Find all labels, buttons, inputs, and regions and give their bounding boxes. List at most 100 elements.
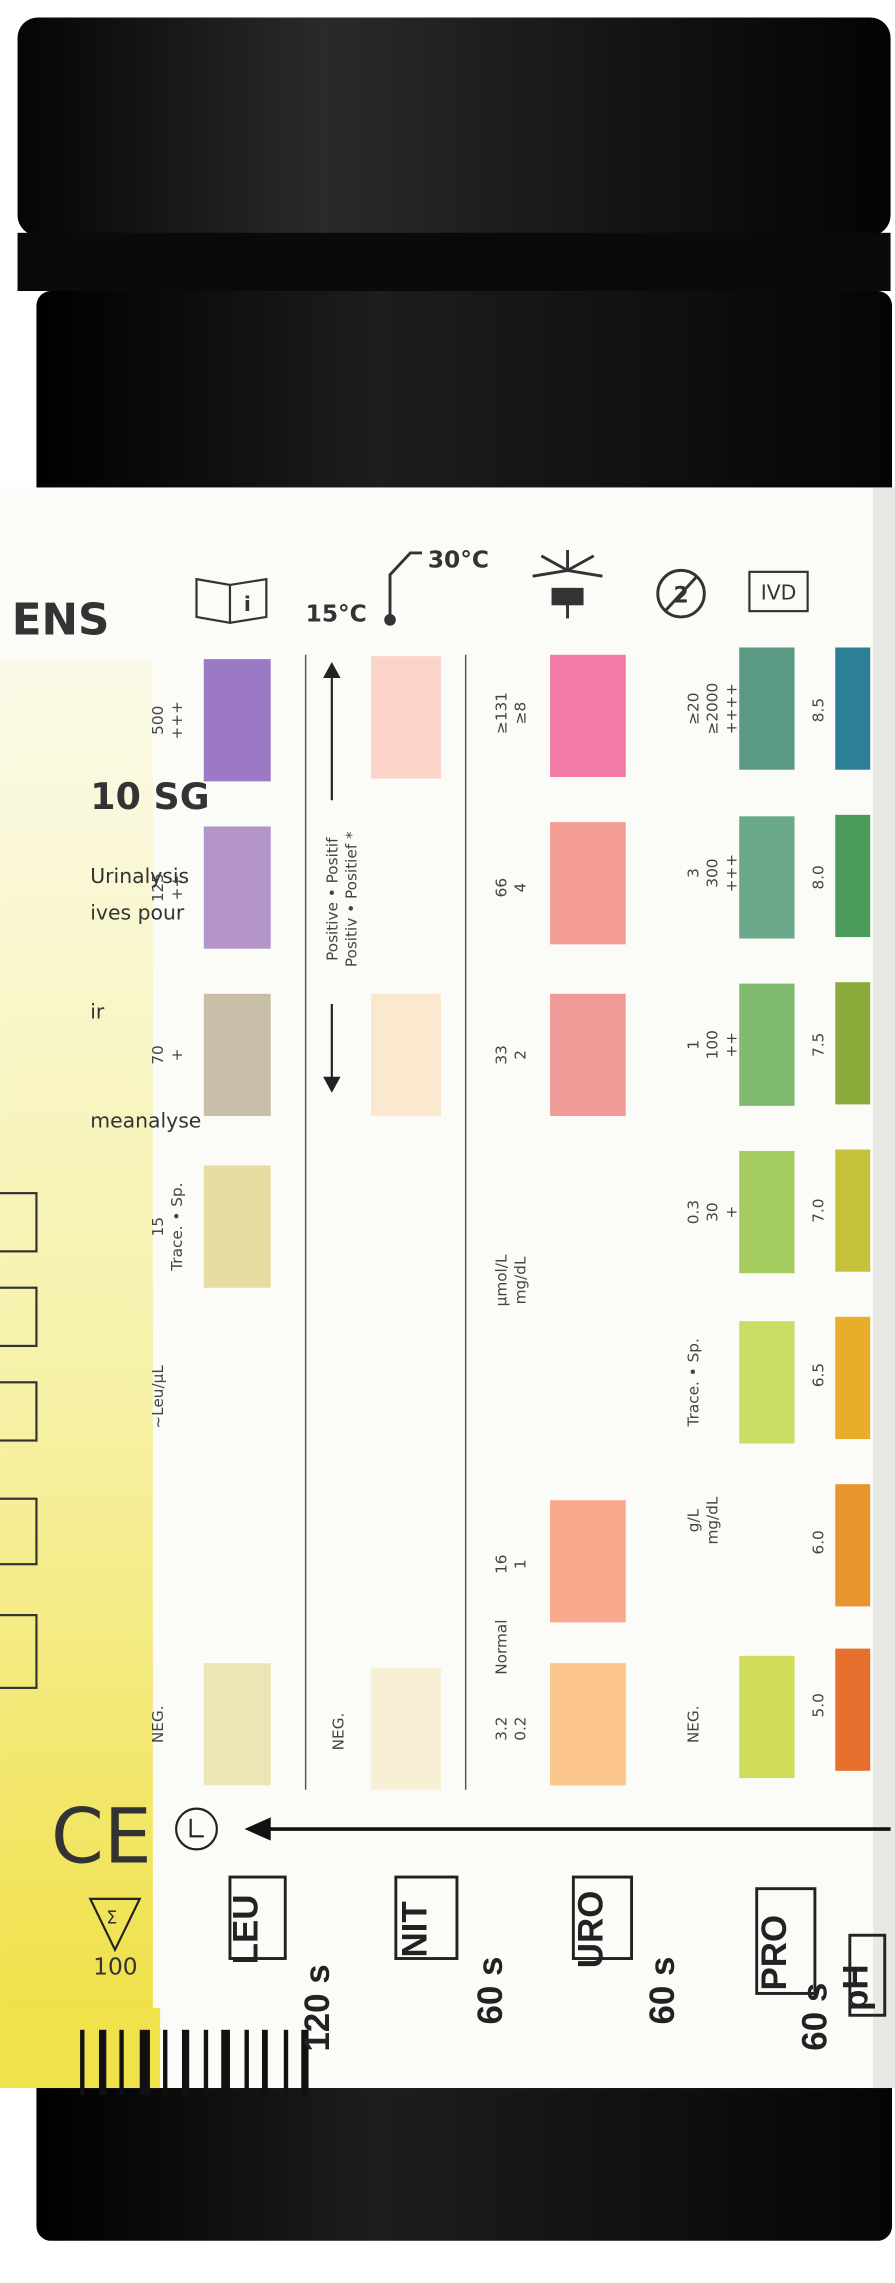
ce-mark: CE — [51, 1792, 152, 1880]
level-label: + — [168, 1049, 186, 1062]
color-pad — [371, 993, 441, 1117]
bar — [261, 2029, 268, 2096]
test-box — [228, 1875, 287, 1960]
book-icon — [195, 577, 268, 625]
sigma: Σ — [106, 1909, 117, 1929]
level-label: +++ — [722, 854, 740, 892]
level-label: 15 — [149, 1217, 167, 1236]
level-label: 5.0 — [810, 1693, 828, 1717]
test-time: 60 s — [643, 1957, 682, 2025]
ivd-box — [748, 570, 809, 613]
cap-rim — [17, 232, 891, 292]
timer-hand — [189, 1818, 204, 1838]
level-label: NEG. — [329, 1713, 347, 1751]
sun-base — [551, 587, 584, 606]
unit-label: Positiv • Positief * — [343, 831, 361, 967]
unit-label: mg/dL — [703, 1496, 721, 1544]
color-pad — [550, 1500, 626, 1623]
color-pad — [835, 1648, 871, 1771]
ray — [540, 554, 569, 572]
color-pad — [835, 1484, 871, 1607]
book-page — [229, 577, 268, 624]
color-pad — [739, 816, 795, 939]
bar — [99, 2029, 107, 2096]
color-pad — [739, 647, 795, 770]
arrow-head — [323, 1076, 341, 1093]
no-reuse-digit: 2 — [673, 583, 688, 608]
level-label: Normal — [492, 1620, 510, 1675]
brand: ENS — [12, 594, 110, 645]
level-label: 66 — [492, 878, 510, 897]
level-label: NEG. — [149, 1705, 167, 1743]
level-label: 6.0 — [810, 1530, 828, 1554]
test-name: PRO — [755, 1915, 794, 1991]
cap — [17, 17, 891, 236]
level-label: 6.5 — [810, 1363, 828, 1387]
sun-icon — [532, 550, 603, 619]
test-time: 60 s — [796, 1983, 835, 2051]
thermometer — [388, 551, 423, 620]
color-pad — [203, 1165, 271, 1288]
level-label: + — [722, 1206, 740, 1219]
color-pad — [739, 1150, 795, 1274]
test-box — [755, 1887, 817, 1995]
color-pad — [203, 826, 271, 949]
color-pad — [739, 1655, 795, 1779]
level-label: 7.5 — [810, 1033, 828, 1057]
level-label: 70 — [149, 1045, 167, 1064]
color-pad — [835, 814, 871, 938]
no-reuse-icon — [656, 568, 706, 619]
level-label: Trace. • Sp. — [168, 1182, 186, 1271]
level-label: 125 — [149, 873, 167, 902]
timer-icon — [175, 1807, 218, 1851]
test-name: pH — [836, 1964, 875, 2011]
test-box — [848, 1933, 887, 2017]
level-label: Trace. • Sp. — [684, 1338, 702, 1427]
color-pad — [739, 1321, 795, 1444]
level-label: 4 — [511, 883, 529, 893]
checkbox — [0, 1497, 38, 1566]
level-label: 8.0 — [810, 865, 828, 889]
level-label: 300 — [703, 858, 721, 887]
ray — [566, 554, 595, 572]
no-reuse-slash — [663, 575, 699, 613]
test-name: LEU — [227, 1895, 266, 1965]
ray — [567, 568, 603, 578]
unit-label: µmol/L — [492, 1254, 510, 1306]
level-label: ++++ — [722, 683, 740, 734]
color-pad — [835, 1316, 871, 1440]
bar — [119, 2029, 124, 2096]
level-label: ++ — [168, 875, 186, 901]
bar — [181, 2029, 190, 2096]
color-pad — [835, 1149, 871, 1272]
level-label: 0.3 — [684, 1200, 702, 1224]
temp-high: 30°C — [428, 546, 489, 573]
arrow-head — [323, 662, 341, 679]
yellow-panel — [0, 662, 153, 2008]
ivd: IVD — [761, 580, 797, 604]
level-label: ++ — [722, 1032, 740, 1058]
level-label: 3 — [684, 868, 702, 878]
level-label: 8.5 — [810, 698, 828, 722]
bar — [301, 2029, 309, 2096]
color-pad — [739, 983, 795, 1106]
count: 100 — [93, 1954, 137, 1981]
label-line: Urinalysis — [90, 864, 189, 888]
temp-low: 15°C — [306, 600, 367, 627]
color-pad — [550, 1663, 626, 1786]
level-label: ≥131 — [492, 692, 510, 734]
level-label: NEG. — [684, 1705, 702, 1743]
bar — [80, 2029, 85, 2096]
bar — [244, 2029, 249, 2096]
unit-label: mg/dL — [511, 1256, 529, 1304]
checkbox — [0, 1614, 38, 1689]
unit-label: ~Leu/µL — [149, 1365, 167, 1429]
test-box — [394, 1875, 459, 1960]
level-label: +++ — [168, 701, 186, 739]
dip-arrow-head — [244, 1817, 271, 1841]
level-label: 33 — [492, 1045, 510, 1064]
test-name: URO — [571, 1891, 610, 1969]
unit-label: Positive • Positif — [324, 837, 342, 961]
